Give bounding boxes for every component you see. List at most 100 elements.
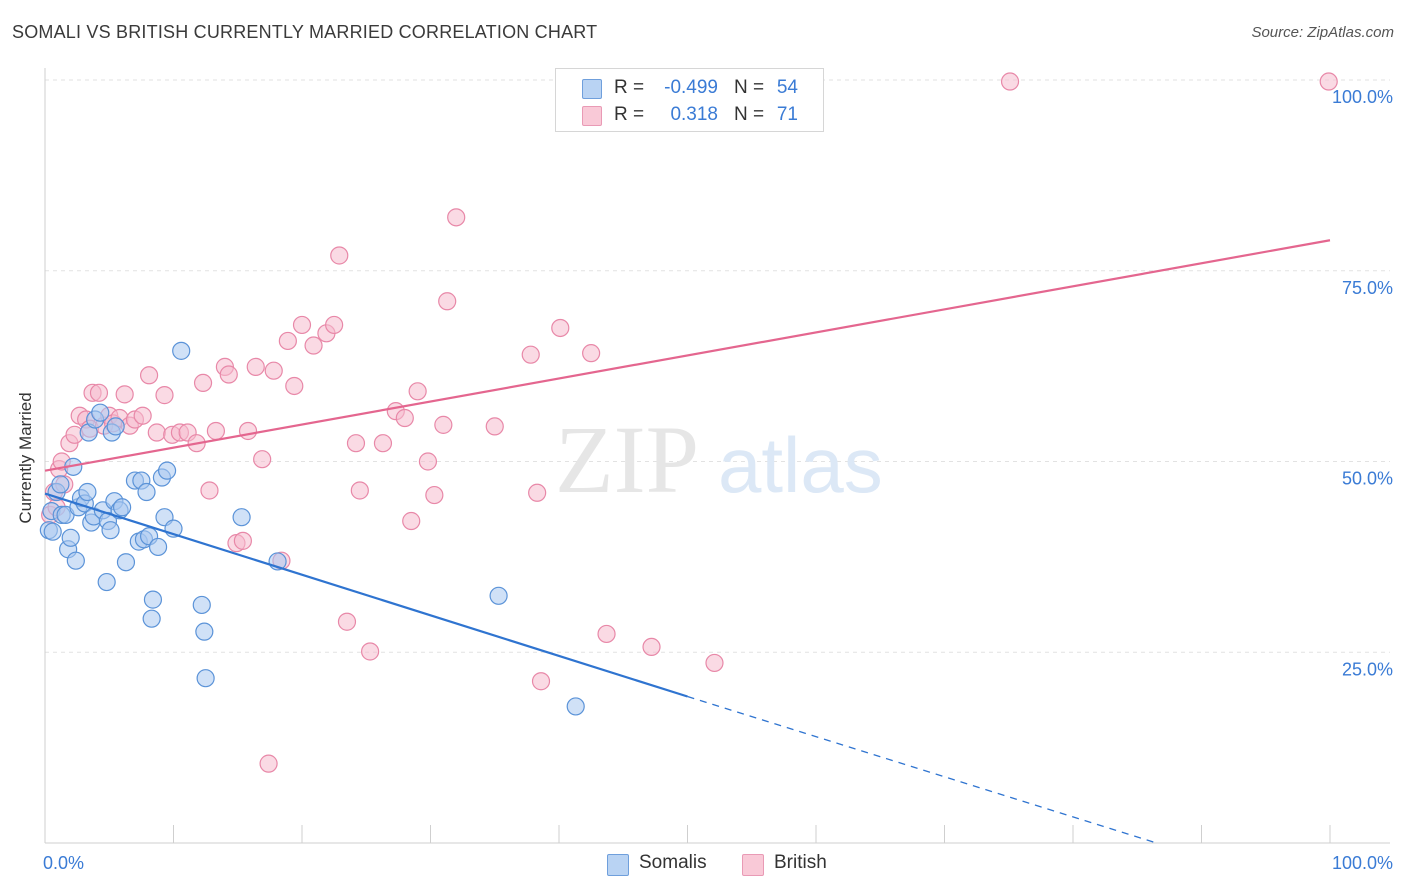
chart-source: Source: ZipAtlas.com [1251, 24, 1394, 41]
british-point [133, 406, 152, 425]
british-point [259, 754, 278, 773]
correlation-legend: R = -0.499 N = 54 R = 0.318 N = 71 [555, 68, 824, 132]
somalis-point [195, 622, 214, 641]
british-point [425, 485, 444, 505]
british-point [206, 421, 226, 441]
british-point [238, 421, 258, 441]
somalis-point [66, 551, 85, 570]
somalis-point [232, 508, 251, 527]
y-axis-label: Currently Married [16, 392, 35, 524]
british-point [246, 357, 265, 376]
y-tick-label: 100.0% [1332, 87, 1393, 107]
british-point [438, 292, 457, 311]
watermark-zip: ZIP [555, 406, 699, 513]
british-point [304, 336, 323, 355]
bottom-legend-swatch-british [742, 854, 764, 876]
points-layer [39, 72, 1338, 773]
british-point [551, 318, 570, 338]
somalis-point [142, 609, 161, 628]
tick-label-layer: 25.0% 50.0% 75.0% 100.0% 0.0% 100.0% [43, 87, 1393, 873]
bottom-legend-label-somalis: Somalis [639, 852, 707, 873]
british-point [325, 315, 344, 335]
y-tick-label: 75.0% [1342, 278, 1393, 298]
somalis-point [157, 461, 177, 480]
legend-n-value-somalis: 54 [776, 77, 798, 98]
british-point [642, 637, 661, 657]
somalis-point [196, 669, 215, 688]
british-point [582, 344, 601, 363]
somalis-point [43, 522, 62, 541]
y-tick-label: 50.0% [1342, 469, 1393, 489]
y-tick-label: 25.0% [1342, 659, 1393, 679]
british-point [373, 434, 393, 453]
somalis-point [148, 537, 168, 557]
axes-layer [44, 68, 1390, 844]
british-point [531, 672, 551, 691]
somalis-point [137, 482, 156, 502]
british-point [350, 481, 369, 500]
british-point [528, 483, 547, 502]
british-point [219, 365, 238, 384]
british-point [521, 345, 540, 364]
british-point [292, 315, 312, 335]
legend-r-value-somalis: -0.499 [664, 77, 718, 98]
legend-row-somalis: R = -0.499 N = 54 [556, 75, 823, 101]
british-point [193, 373, 213, 393]
somalis-point [51, 475, 70, 494]
legend-n-label: N = [734, 104, 765, 125]
british-point [337, 612, 357, 631]
somalis-point [489, 586, 508, 605]
somalis-trend-extension [687, 695, 1157, 844]
watermark-atlas: atlas [718, 421, 883, 509]
somalis-point [143, 590, 163, 609]
british-point [1319, 72, 1338, 91]
legend-r-label: R = [614, 77, 645, 98]
british-point [200, 481, 219, 500]
british-point [278, 331, 297, 351]
british-point [139, 366, 159, 385]
legend-row-british: R = 0.318 N = 71 [556, 102, 823, 128]
bottom-legend-label-british: British [774, 852, 827, 873]
somalis-point [116, 553, 136, 572]
british-point [597, 624, 616, 644]
x-tick-label: 100.0% [1332, 853, 1393, 873]
somalis-point [61, 528, 80, 547]
british-point [264, 361, 283, 380]
british-point [115, 385, 134, 404]
somalis-point [97, 572, 116, 592]
somalis-point [172, 341, 191, 360]
legend-r-label: R = [614, 104, 645, 125]
legend-r-value-british: 0.318 [670, 104, 718, 125]
x-tick-label: 0.0% [43, 853, 84, 873]
legend-swatch-british [582, 106, 602, 126]
british-point [285, 376, 304, 396]
somalis-point [101, 521, 120, 540]
british-point [395, 408, 414, 428]
legend-n-value-british: 71 [776, 104, 798, 125]
british-point [330, 246, 349, 265]
legend-swatch-somalis [582, 79, 602, 99]
somalis-point [566, 697, 585, 716]
british-point [402, 511, 421, 531]
british-point [1000, 72, 1020, 91]
british-point [705, 653, 724, 673]
watermark: ZIP atlas [555, 406, 883, 513]
british-trend-line [44, 239, 1331, 472]
somalis-point [106, 417, 125, 436]
british-point [447, 208, 466, 227]
british-point [434, 415, 453, 434]
legend-n-label: N = [734, 77, 765, 98]
british-point [361, 642, 380, 661]
somalis-point [112, 498, 132, 517]
british-point [155, 386, 174, 405]
somalis-point [78, 482, 97, 502]
british-point [418, 452, 438, 471]
trend-layer [44, 239, 1331, 844]
british-point [233, 531, 252, 550]
somalis-point [91, 403, 110, 422]
british-point [485, 417, 504, 436]
somalis-point [192, 595, 211, 615]
british-point [147, 423, 166, 442]
british-point [89, 383, 109, 402]
